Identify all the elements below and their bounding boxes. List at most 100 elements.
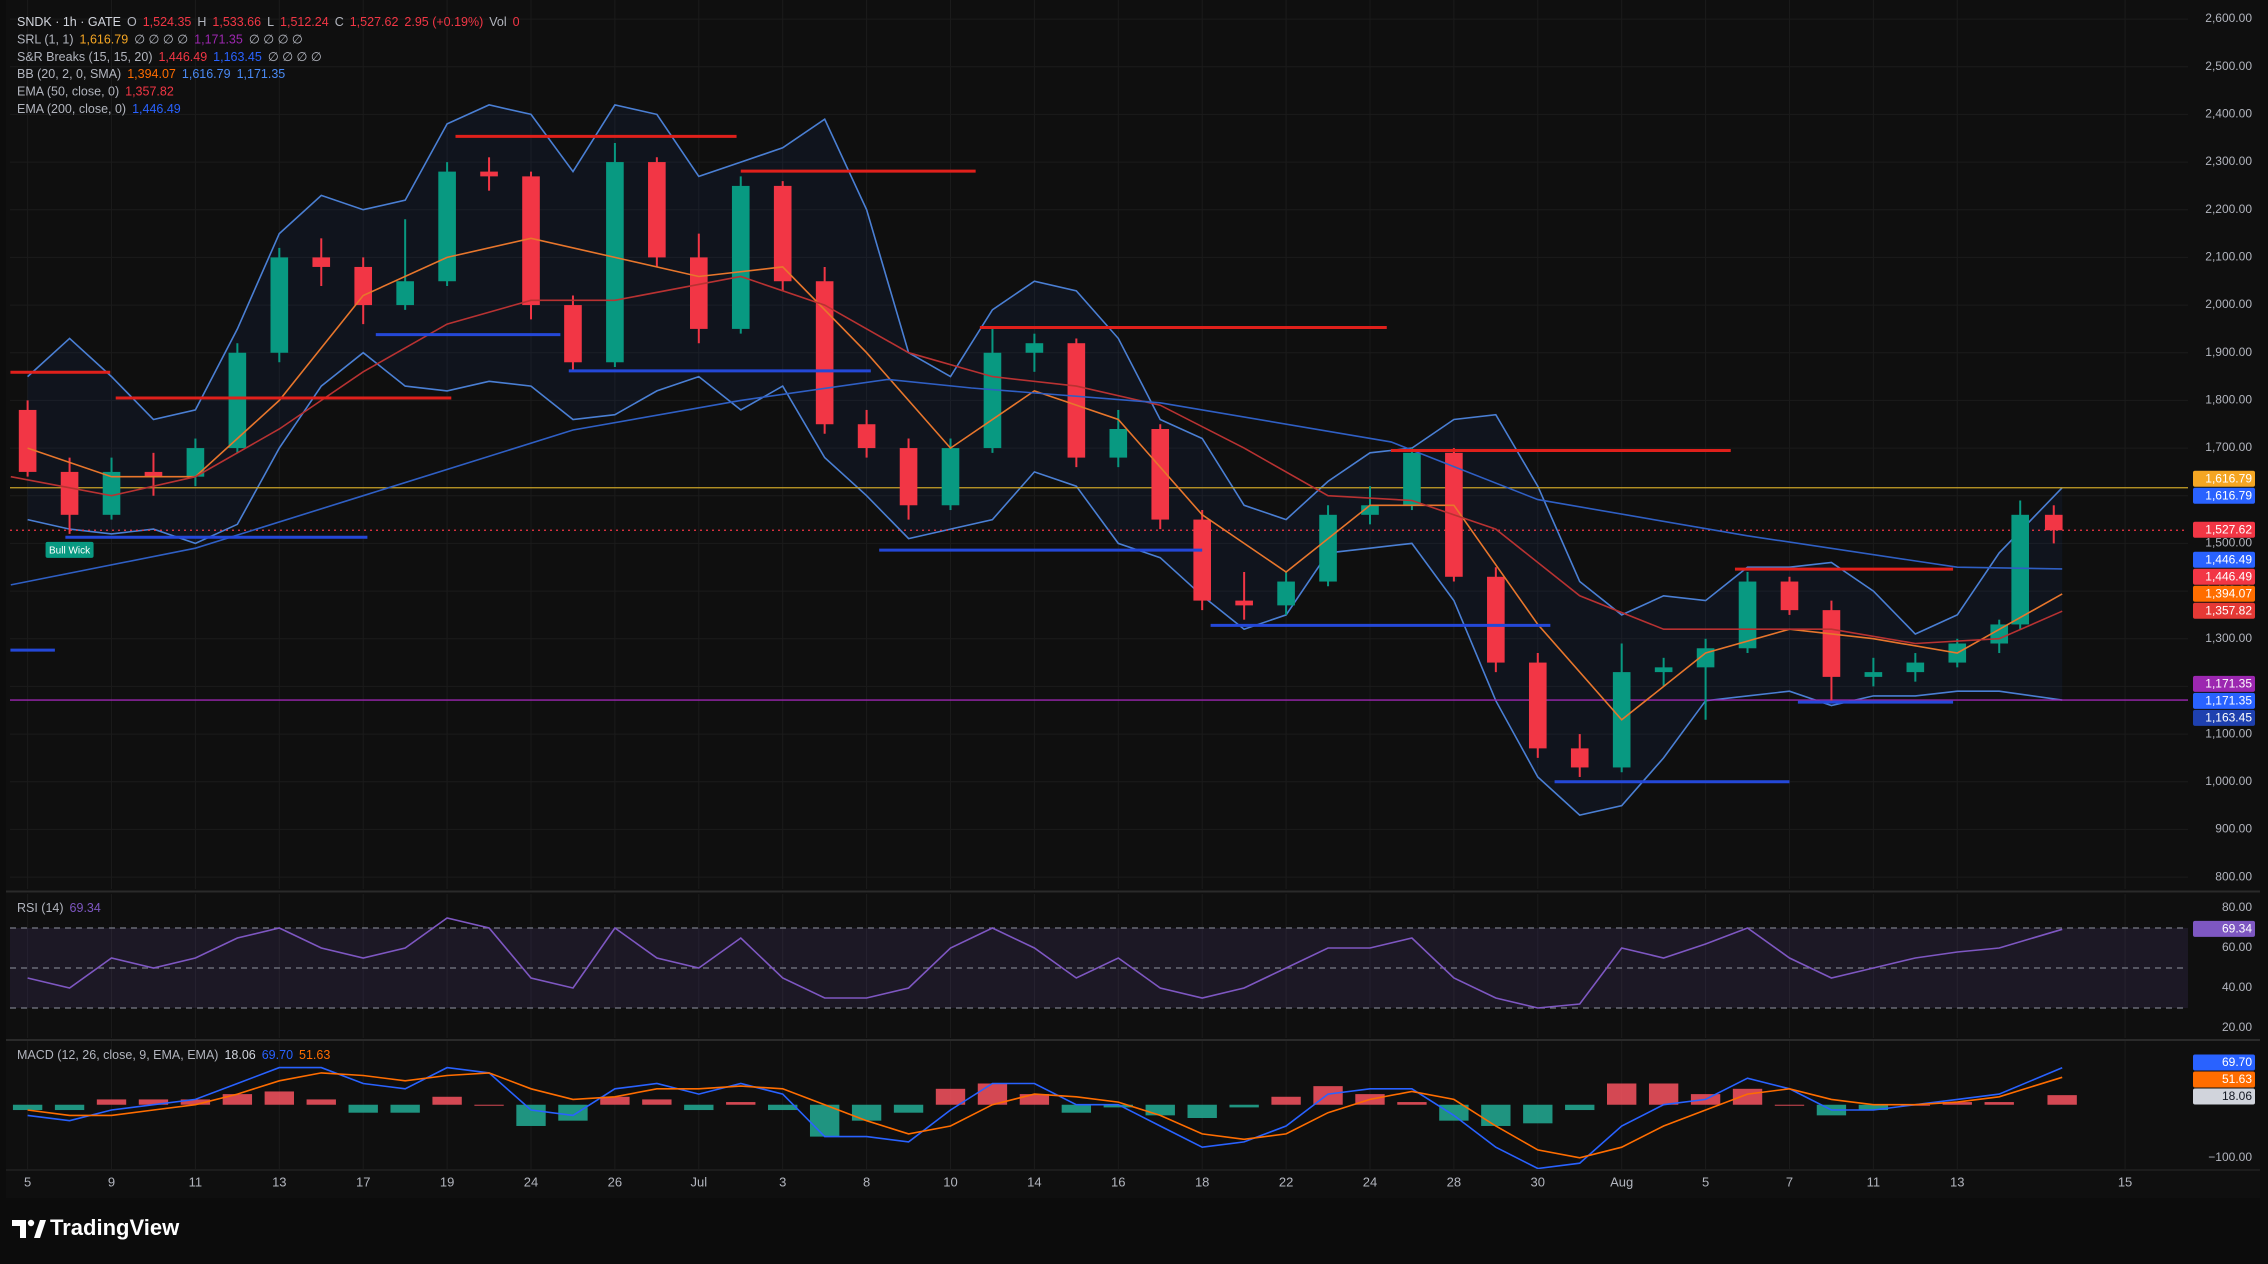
- legend-item: ∅ ∅ ∅ ∅: [268, 50, 322, 64]
- series-line: [27, 1072, 2063, 1159]
- candle-body: [773, 185, 792, 282]
- histogram-bar: [516, 1104, 546, 1126]
- candle-body: [1487, 576, 1505, 663]
- histogram-bar: [1229, 1104, 1259, 1108]
- candle-body: [1864, 672, 1883, 677]
- legend-item: EMA (50, close, 0): [17, 85, 119, 99]
- price-label-box: [2193, 692, 2255, 709]
- candle-body: [102, 471, 121, 515]
- histogram-bar: [2047, 1095, 2077, 1105]
- candle-body: [1235, 600, 1253, 606]
- y-tick-label: 1,700.00: [2205, 440, 2252, 454]
- y-tick-label: 2,100.00: [2205, 250, 2252, 264]
- price-label: 69.34: [2222, 921, 2252, 935]
- price-label-box: [2193, 487, 2255, 504]
- candle-body: [480, 171, 498, 177]
- histogram-bar: [1648, 1083, 1679, 1105]
- legend-item: 1,171.35: [237, 67, 286, 81]
- x-tick-label: 5: [1702, 1174, 1709, 1189]
- legend-item: 1,171.35: [194, 33, 243, 47]
- y-tick-label: 1,100.00: [2205, 726, 2252, 740]
- y-tick-label: 1,000.00: [2205, 774, 2252, 788]
- x-tick-label: 30: [1531, 1174, 1545, 1189]
- candle-body: [18, 409, 37, 472]
- price-label: 69.70: [2222, 1055, 2252, 1069]
- y-tick-label: 2,400.00: [2205, 107, 2252, 121]
- candle-body: [1319, 514, 1337, 582]
- y-tick-label: 40.00: [2222, 980, 2252, 994]
- histogram-bar: [935, 1088, 966, 1105]
- x-tick-label: 24: [1363, 1174, 1377, 1189]
- y-tick-label: 2,000.00: [2205, 297, 2252, 311]
- candle-body: [1067, 343, 1086, 458]
- candle-body: [1654, 667, 1673, 673]
- legend-line: EMA (200, close, 0) 1,446.49: [17, 102, 181, 116]
- candle-body: [899, 448, 918, 506]
- pane-axis: 20.00 40.00 60.00 80.00 69.34: [2193, 900, 2255, 1034]
- pane: [10, 917, 2188, 1009]
- x-tick-label: 7: [1786, 1174, 1793, 1189]
- candle-body: [228, 352, 247, 449]
- histogram-bar: [12, 1104, 43, 1111]
- logo-mark: [27, 1219, 35, 1227]
- price-label: 1,394.07: [2205, 586, 2252, 600]
- histogram-bar: [642, 1099, 672, 1105]
- histogram-bar: [726, 1102, 756, 1105]
- series-line: [10, 275, 2063, 645]
- legend-line: RSI (14) 69.34: [17, 901, 101, 915]
- legend-item: 1,524.35: [143, 15, 192, 29]
- legend-item: S&R Breaks (15, 15, 20): [17, 50, 152, 64]
- candle-body: [1822, 610, 1841, 677]
- price-label-box: [2193, 1054, 2255, 1071]
- histogram-bar: [222, 1094, 253, 1105]
- y-tick-label: 60.00: [2222, 940, 2252, 954]
- legend-item: C: [335, 15, 344, 29]
- candle-body: [396, 281, 414, 306]
- price-label-box: [2193, 521, 2255, 538]
- histogram-bar: [54, 1104, 85, 1111]
- candle-body: [1990, 624, 2009, 644]
- candle-body: [1906, 662, 1925, 673]
- histogram-bar: [264, 1091, 294, 1105]
- candle-body: [1528, 662, 1547, 749]
- x-tick-label: 13: [272, 1174, 286, 1189]
- x-tick-label: 14: [1027, 1174, 1041, 1189]
- price-label: 1,616.79: [2205, 471, 2252, 485]
- legend-item: 1,616.79: [80, 33, 129, 47]
- histogram-bar: [1523, 1104, 1553, 1124]
- legend-line: SRL (1, 1) 1,616.79 ∅ ∅ ∅ ∅ 1,171.35 ∅ ∅ ∅ ∅: [17, 33, 303, 47]
- candle-body: [270, 257, 289, 353]
- brand-name: TradingView: [50, 1215, 180, 1240]
- legend-item: 1,163.45: [213, 50, 262, 64]
- y-tick-label: 1,300.00: [2205, 631, 2252, 645]
- y-tick-label: 2,500.00: [2205, 59, 2252, 73]
- candle-body: [2011, 514, 2030, 625]
- x-tick-label: 16: [1111, 1174, 1125, 1189]
- pane: [12, 1066, 2077, 1169]
- legend-item: EMA (200, close, 0): [17, 102, 126, 116]
- price-label: 1,446.49: [2205, 569, 2252, 583]
- legend-item: 0: [513, 15, 520, 29]
- candle-body: [606, 162, 624, 363]
- candle-body: [1193, 519, 1212, 601]
- x-tick-label: 22: [1279, 1174, 1293, 1189]
- price-label: 1,171.35: [2205, 693, 2252, 707]
- histogram-bar: [1942, 1102, 1972, 1105]
- legend-item: BB (20, 2, 0, SMA): [17, 67, 121, 81]
- histogram-bar: [96, 1099, 127, 1105]
- price-label: 1,527.62: [2205, 522, 2252, 536]
- x-tick-label: 10: [943, 1174, 957, 1189]
- candle-body: [1738, 581, 1757, 649]
- legend-item: H: [197, 15, 206, 29]
- x-tick-label: 19: [440, 1174, 454, 1189]
- x-tick-label: 28: [1447, 1174, 1461, 1189]
- series-line: [27, 1066, 2063, 1169]
- candle-body: [354, 266, 373, 306]
- histogram-bar: [1397, 1102, 1427, 1105]
- x-tick-label: 8: [863, 1174, 870, 1189]
- histogram-bar: [1103, 1104, 1133, 1108]
- histogram-bar: [1984, 1102, 2014, 1105]
- candle-body: [1277, 581, 1295, 606]
- pane: Bull Wick: [10, 18, 2188, 878]
- price-label-box: [2193, 1088, 2255, 1105]
